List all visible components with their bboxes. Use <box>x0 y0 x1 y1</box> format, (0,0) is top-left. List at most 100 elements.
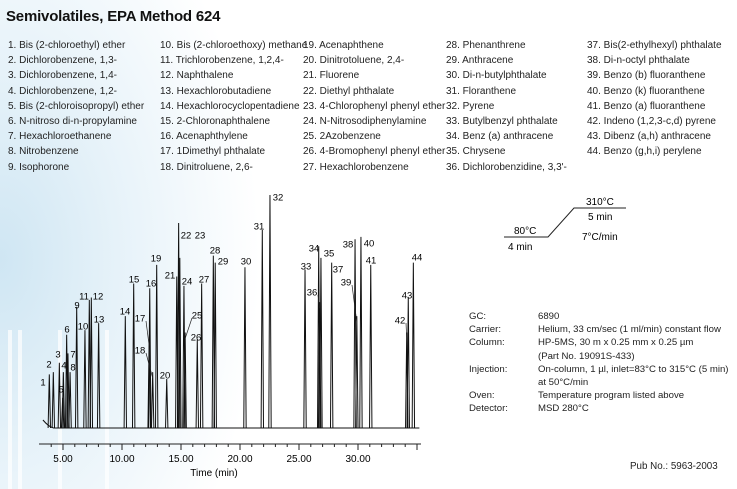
peak-label: 28 <box>210 246 221 257</box>
compound-list-col-3: 19. Acenaphthene 20. Dinitrotoluene, 2,4-… <box>303 38 445 175</box>
peak-leader-line <box>184 317 193 339</box>
peak-29 <box>213 262 217 429</box>
peak-15 <box>131 283 136 429</box>
peak-label: 33 <box>301 262 312 273</box>
compound-item: 32. Pyrene <box>446 100 495 112</box>
peak-label: 43 <box>402 291 413 302</box>
compound-item: 22. Diethyl phthalate <box>303 85 395 97</box>
parameter-row: (Part No. 19091S-433) <box>469 350 737 363</box>
compound-item: 14. Hexachlorocyclopentadiene <box>160 100 300 112</box>
peak-32 <box>268 194 272 429</box>
peak-leader-line <box>145 352 154 379</box>
compound-item: 6. N-nitroso di-n-propylamine <box>8 115 137 127</box>
background-stripe <box>105 330 109 489</box>
compound-item: 42. Indeno (1,2,3-c,d) pyrene <box>587 115 716 127</box>
compound-item: 40. Benzo (k) fluoranthene <box>587 85 705 97</box>
compound-item: 26. 4-Bromophenyl phenyl ether <box>303 146 446 158</box>
initial-hold: 4 min <box>508 242 532 253</box>
compound-item: 31. Floranthene <box>446 85 517 97</box>
peak-label: 44 <box>412 253 423 264</box>
peak-12 <box>89 297 94 429</box>
parameter-label: Detector: <box>469 403 508 415</box>
peak-leader-line <box>317 294 320 309</box>
peak-label: 16 <box>146 279 157 290</box>
compound-item: 5. Bis (2-chloroisopropyl) ether <box>8 100 145 112</box>
peak-label: 41 <box>366 256 377 267</box>
publication-number: Pub No.: 5963-2003 <box>630 461 718 472</box>
peak-25 <box>183 332 187 429</box>
compound-item: 10. Bis (2-chloroethoxy) methane <box>160 40 308 51</box>
compound-item: 28. Phenanthrene <box>446 40 526 51</box>
parameter-label: Column: <box>469 337 505 349</box>
peak-label: 29 <box>218 257 229 268</box>
peak-label: 21 <box>165 271 176 282</box>
peak-36 <box>317 302 322 429</box>
parameter-row: Column: HP-5MS, 30 m x 0.25 mm x 0.25 µm <box>469 336 737 349</box>
compound-item: 37. Bis(2-ethylhexyl) phthalate <box>587 40 722 51</box>
compound-item: 29. Anthracene <box>446 55 514 67</box>
peak-label: 18 <box>135 346 146 357</box>
peak-label: 32 <box>273 193 284 204</box>
peak-label: 39 <box>341 278 352 289</box>
peak-label: 10 <box>78 322 89 333</box>
peak-label: 4 <box>61 361 66 372</box>
peak-label: 27 <box>199 275 210 286</box>
compound-list-col-2: 10. Bis (2-chloroethoxy) methane 11. Tric… <box>160 38 307 175</box>
peak-label: 34 <box>309 244 320 255</box>
compound-item: 39. Benzo (b) fluoranthene <box>587 70 706 82</box>
peak-40 <box>359 236 363 429</box>
parameter-row: Injection: On-column, 1 µl, inlet=83°C to… <box>469 363 737 376</box>
compound-item: 12. Naphthalene <box>160 70 234 82</box>
peak-label: 5 <box>58 385 63 396</box>
parameter-value: MSD 280°C <box>538 403 589 415</box>
peak-label: 26 <box>191 333 202 344</box>
peak-label: 6 <box>64 325 69 336</box>
peak-17 <box>147 339 151 429</box>
peak-2 <box>51 372 56 429</box>
ramp-rate: 7°C/min <box>582 232 618 243</box>
compound-item: 25. 2Azobenzene <box>303 131 381 143</box>
background-stripe <box>18 330 22 489</box>
peak-label: 22 <box>181 231 192 242</box>
compound-item: 41. Benzo (a) fluoranthene <box>587 100 706 112</box>
compound-item: 33. Butylbenzyl phthalate <box>446 115 558 127</box>
parameter-label: GC: <box>469 311 487 322</box>
peak-label: 24 <box>182 277 193 288</box>
peak-20 <box>165 379 169 429</box>
compound-item: 4. Dichlorobenzene, 1,2- <box>8 85 117 97</box>
peak-label: 25 <box>192 311 203 322</box>
peak-31 <box>260 229 265 429</box>
temperature-program-line <box>504 207 626 238</box>
peak-14 <box>123 316 128 429</box>
peak-3 <box>57 362 62 429</box>
page-title: Semivolatiles, EPA Method 624 <box>6 8 221 25</box>
peak-label: 40 <box>364 239 375 250</box>
compound-item: 21. Fluorene <box>303 70 360 82</box>
peak-41 <box>369 264 373 429</box>
baseline <box>42 419 420 429</box>
parameter-value: HP-5MS, 30 m x 0.25 mm x 0.25 µm <box>538 337 694 349</box>
peak-13 <box>96 323 101 429</box>
peak-7 <box>66 353 70 429</box>
final-hold: 5 min <box>588 212 612 223</box>
peak-label: 20 <box>160 371 171 382</box>
parameter-label: Injection: <box>469 363 508 375</box>
peak-label: 23 <box>195 231 206 242</box>
compound-item: 3. Dichlorobenzene, 1,4- <box>8 70 117 82</box>
compound-item: 1. Bis (2-chloroethyl) ether <box>8 40 126 51</box>
compound-item: 16. Acenaphthylene <box>160 131 248 143</box>
compound-item: 35. Chrysene <box>446 146 506 158</box>
peak-label: 13 <box>94 315 105 326</box>
peak-label: 1 <box>40 378 45 389</box>
compound-item: 7. Hexachloroethanene <box>8 131 112 143</box>
compound-list-col-1: 1. Bis (2-chloroethyl) ether 2. Dichlorob… <box>8 38 144 175</box>
peak-19 <box>154 264 159 429</box>
x-tick-label: 20.00 <box>227 454 252 465</box>
peak-label: 35 <box>324 249 335 260</box>
peak-label: 36 <box>307 288 318 299</box>
compound-item: 15. 2-Chloronaphthalene <box>160 115 271 127</box>
peak-1 <box>47 374 52 429</box>
parameter-row: Oven: Temperature program listed above <box>469 389 737 402</box>
